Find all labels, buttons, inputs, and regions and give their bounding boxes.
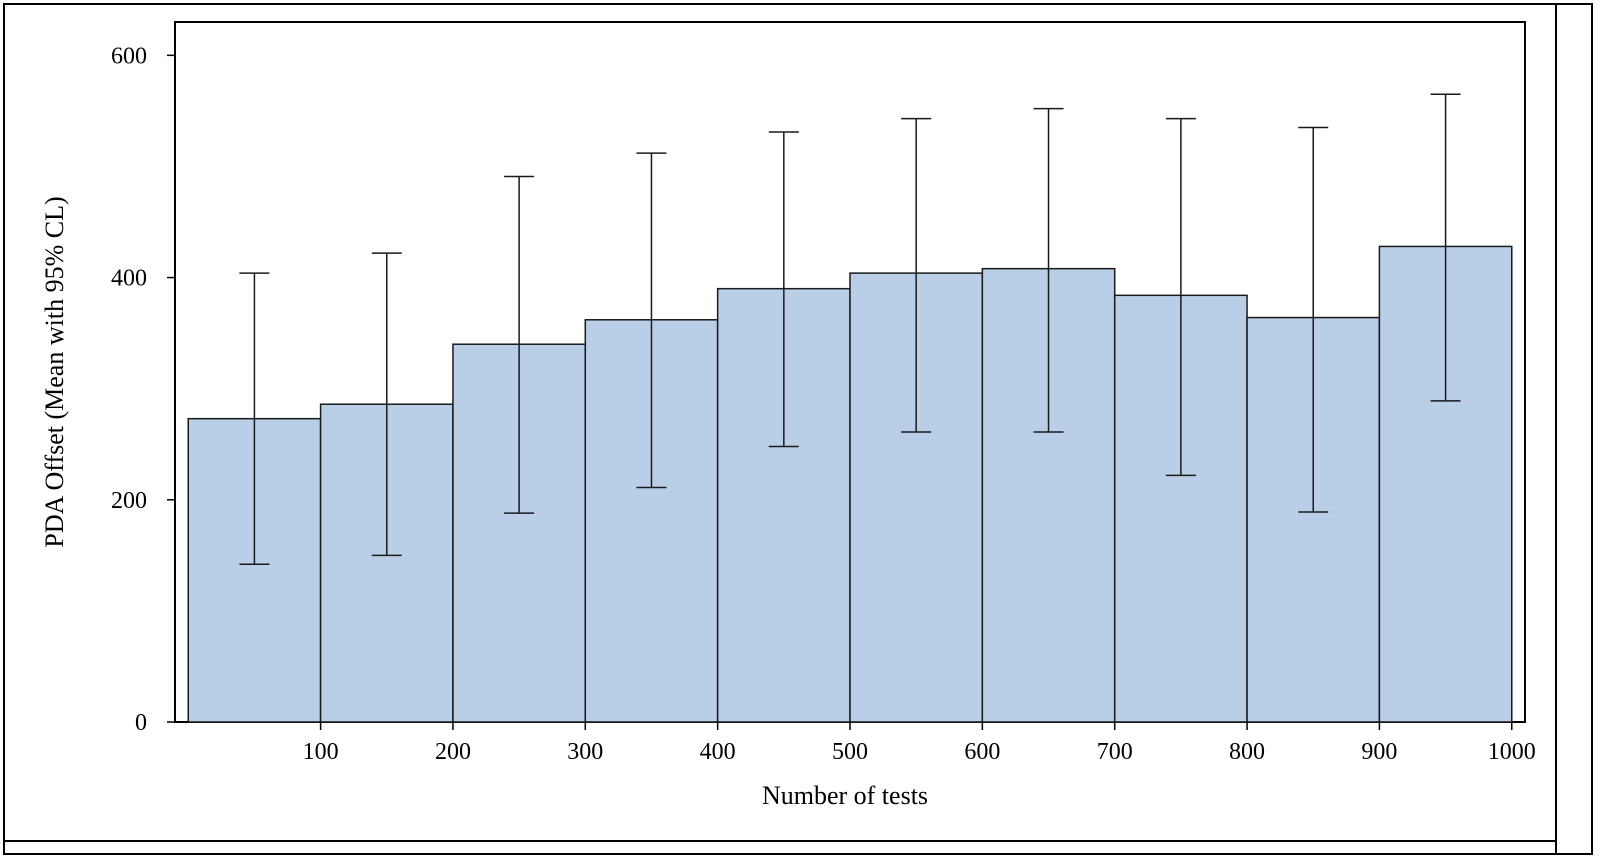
x-tick-label: 600 [964,739,1000,765]
y-axis: 0 200 400 600 [111,43,175,736]
y-tick-label: 400 [111,266,147,292]
x-axis-title: Number of tests [762,781,928,810]
error-bar-2 [371,252,402,557]
x-tick-label: 1000 [1488,739,1536,765]
x-axis: 100 200 300 400 500 600 700 800 900 1000 [303,722,1536,765]
x-tick-label: 300 [567,739,603,765]
error-bar-5 [768,131,799,448]
error-bar-6 [901,117,932,433]
error-bar-7 [1033,107,1064,433]
error-bar-1 [239,272,270,565]
y-tick-label: 200 [111,488,147,514]
x-tick-label: 500 [832,739,868,765]
x-tick-label: 900 [1361,739,1397,765]
x-tick-label: 100 [303,739,339,765]
y-axis-title: PDA Offset (Mean with 95% CL) [40,196,69,547]
frame-divider-right [1555,3,1557,855]
x-tick-label: 700 [1097,739,1133,765]
x-tick-label: 200 [435,739,471,765]
x-tick-label: 400 [700,739,736,765]
error-bar-4 [636,152,667,489]
outer-frame [3,3,1593,855]
frame-divider-bottom [3,840,1557,842]
error-bar-10 [1430,93,1461,402]
x-tick-label: 800 [1229,739,1265,765]
error-bar-8 [1165,117,1196,477]
y-tick-label: 600 [111,43,147,69]
error-bar-3 [504,175,535,514]
error-bar-9 [1298,126,1329,513]
error-bars-group [239,93,1461,565]
y-tick-label: 0 [135,710,147,736]
